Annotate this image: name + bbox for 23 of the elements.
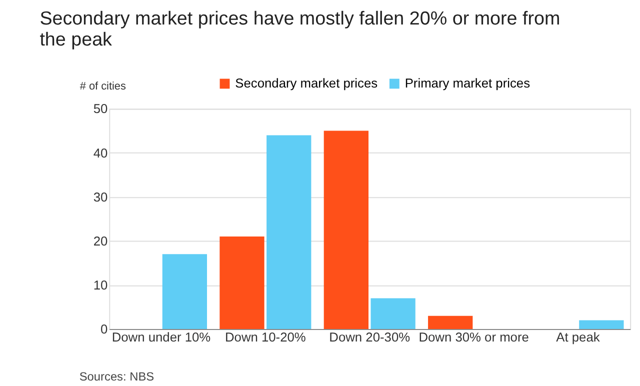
x-tick-label: Down under 10% bbox=[112, 329, 211, 344]
bar bbox=[266, 135, 312, 330]
bar bbox=[324, 130, 368, 330]
y-tick-label: 50 bbox=[93, 101, 108, 116]
y-tick-label: 0 bbox=[100, 322, 108, 337]
legend-label: Secondary market prices bbox=[235, 76, 378, 91]
source-note: Sources: NBS bbox=[79, 370, 154, 384]
bar bbox=[162, 254, 208, 330]
y-tick-label: 30 bbox=[93, 189, 108, 204]
bar bbox=[428, 316, 473, 330]
x-tick-label: Down 30% or more bbox=[418, 329, 529, 344]
y-axis-title: # of cities bbox=[80, 80, 126, 92]
chart-title: Secondary market prices have mostly fallen 20% or more from the peak bbox=[40, 7, 560, 50]
y-tick-label: 20 bbox=[93, 233, 108, 248]
bar bbox=[579, 320, 624, 330]
x-tick-label: Down 10-20% bbox=[224, 329, 306, 344]
bar bbox=[370, 298, 416, 330]
x-tick-label: At peak bbox=[556, 329, 600, 344]
bar bbox=[220, 236, 264, 330]
y-tick-label: 40 bbox=[93, 145, 108, 160]
y-tick-label: 10 bbox=[93, 277, 108, 292]
x-tick-label: Down 20-30% bbox=[329, 329, 410, 344]
legend-label: Primary market prices bbox=[404, 76, 530, 91]
